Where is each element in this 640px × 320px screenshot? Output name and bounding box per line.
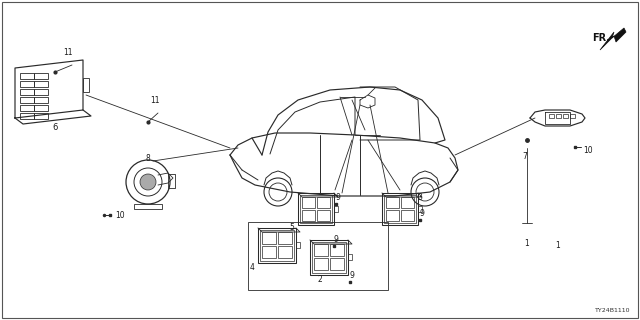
Text: FR.: FR. [592,33,610,43]
Text: 5: 5 [289,223,294,233]
Bar [302,210,315,221]
Bar [34,113,48,119]
Bar [34,89,48,95]
Text: 6: 6 [52,123,58,132]
Bar [384,195,416,223]
Text: 9: 9 [349,271,355,281]
Bar [348,254,352,260]
Bar [386,197,399,208]
Bar [278,246,292,258]
Bar [317,197,330,208]
Bar [20,97,34,103]
Text: 1: 1 [525,238,529,247]
Bar [20,73,34,79]
Bar [20,113,34,119]
Text: 8: 8 [146,154,150,163]
Text: 2: 2 [317,276,323,284]
Bar [310,240,348,275]
Bar [549,114,554,118]
Polygon shape [600,28,626,50]
Bar [382,193,418,225]
Bar [248,222,388,290]
Bar [262,232,276,244]
Bar [302,197,315,208]
Bar [83,78,89,92]
Bar [34,97,48,103]
Circle shape [140,174,156,190]
Text: TY24B1110: TY24B1110 [595,308,630,313]
Bar [312,242,346,273]
Text: 9: 9 [333,236,339,244]
Text: 9: 9 [420,210,424,219]
Text: 9: 9 [335,194,340,203]
Bar [20,89,34,95]
Bar [260,230,294,261]
Bar [334,206,338,212]
Bar [20,81,34,87]
Text: 10: 10 [583,146,593,155]
Bar [34,81,48,87]
Bar [314,258,328,270]
Bar [330,244,344,256]
Text: 11: 11 [63,47,73,57]
Bar [401,197,414,208]
Bar [34,105,48,111]
Bar [314,244,328,256]
Bar [262,246,276,258]
Bar [278,232,292,244]
Bar [20,105,34,111]
Bar [570,114,575,118]
Text: 10: 10 [115,211,125,220]
Bar [134,204,162,209]
Bar [258,228,296,263]
Bar [300,195,332,223]
Text: 4: 4 [250,262,255,271]
Text: 11: 11 [150,95,160,105]
Bar [401,210,414,221]
Text: 3: 3 [417,194,422,203]
Bar [330,258,344,270]
Bar [563,114,568,118]
Bar [296,242,300,248]
Bar [556,114,561,118]
Text: 7: 7 [523,151,527,161]
Bar [317,210,330,221]
Bar [386,210,399,221]
Bar [418,206,422,212]
Bar [298,193,334,225]
Text: 1: 1 [556,241,561,250]
Bar [34,73,48,79]
